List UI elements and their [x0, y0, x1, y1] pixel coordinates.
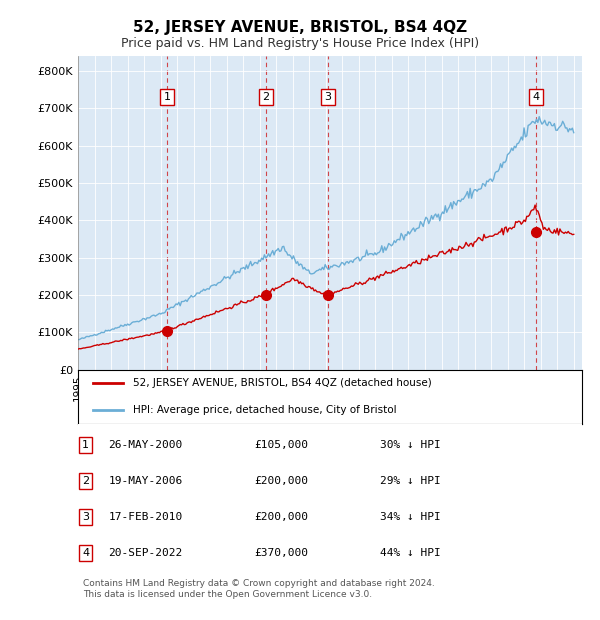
Text: 2: 2 — [82, 476, 89, 486]
Text: 1: 1 — [82, 440, 89, 450]
Text: 34% ↓ HPI: 34% ↓ HPI — [380, 512, 441, 522]
Text: Price paid vs. HM Land Registry's House Price Index (HPI): Price paid vs. HM Land Registry's House … — [121, 37, 479, 50]
Text: 4: 4 — [82, 548, 89, 558]
Text: 30% ↓ HPI: 30% ↓ HPI — [380, 440, 441, 450]
Text: £370,000: £370,000 — [254, 548, 308, 558]
Text: 3: 3 — [82, 512, 89, 522]
Text: 52, JERSEY AVENUE, BRISTOL, BS4 4QZ: 52, JERSEY AVENUE, BRISTOL, BS4 4QZ — [133, 20, 467, 35]
Text: 29% ↓ HPI: 29% ↓ HPI — [380, 476, 441, 486]
Text: £105,000: £105,000 — [254, 440, 308, 450]
Text: 20-SEP-2022: 20-SEP-2022 — [108, 548, 182, 558]
Text: 2: 2 — [262, 92, 269, 102]
Text: 44% ↓ HPI: 44% ↓ HPI — [380, 548, 441, 558]
Text: 3: 3 — [325, 92, 331, 102]
Text: 52, JERSEY AVENUE, BRISTOL, BS4 4QZ (detached house): 52, JERSEY AVENUE, BRISTOL, BS4 4QZ (det… — [133, 378, 432, 388]
Text: 17-FEB-2010: 17-FEB-2010 — [108, 512, 182, 522]
Text: £200,000: £200,000 — [254, 512, 308, 522]
Text: 26-MAY-2000: 26-MAY-2000 — [108, 440, 182, 450]
Text: £200,000: £200,000 — [254, 476, 308, 486]
Text: 4: 4 — [532, 92, 539, 102]
Text: 1: 1 — [164, 92, 171, 102]
Text: 19-MAY-2006: 19-MAY-2006 — [108, 476, 182, 486]
Text: HPI: Average price, detached house, City of Bristol: HPI: Average price, detached house, City… — [133, 405, 397, 415]
Text: Contains HM Land Registry data © Crown copyright and database right 2024.
This d: Contains HM Land Registry data © Crown c… — [83, 579, 435, 599]
